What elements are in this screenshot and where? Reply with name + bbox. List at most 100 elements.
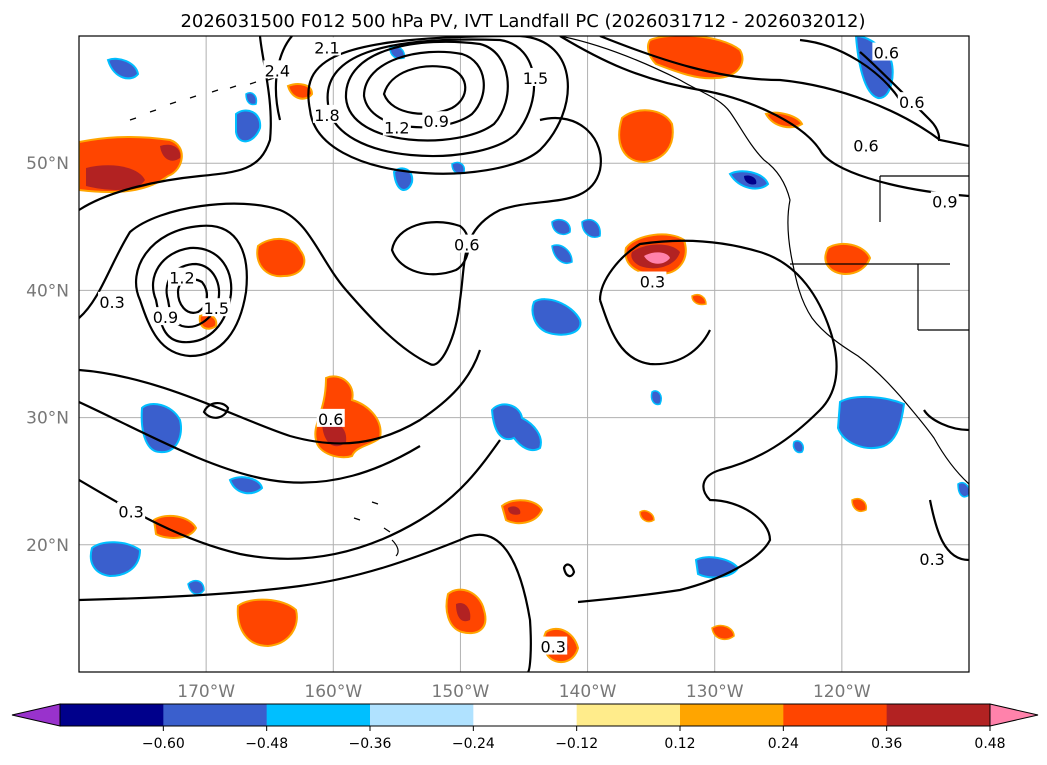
pv-fill <box>531 298 582 336</box>
colorbar-tick-label: 0.48 <box>974 736 1005 752</box>
contour-label: 0.9 <box>424 112 449 131</box>
pv-fill <box>647 36 744 80</box>
colorbar: −0.60 −0.48 −0.36 −0.24 −0.12 0.12 0.24 0.36 0.4… <box>11 703 1039 752</box>
map-background <box>79 36 969 672</box>
contour-label: 2.1 <box>314 38 339 57</box>
contour-label-background <box>452 234 481 253</box>
contour-label-background <box>167 267 196 286</box>
colorbar-segment <box>370 704 474 726</box>
pv-fill <box>187 579 205 595</box>
contour-label: 0.6 <box>454 236 479 255</box>
longitude-tick-label: 120°W <box>813 682 871 702</box>
contour-label: 0.6 <box>874 44 899 63</box>
contour-label: 1.5 <box>523 69 548 88</box>
pv-fill <box>160 144 181 161</box>
contour-label: 1.8 <box>314 106 339 125</box>
pv-fill <box>644 252 670 264</box>
pv-fill <box>86 165 145 190</box>
contour-label-background <box>312 37 341 56</box>
longitude-tick-label: 150°W <box>432 682 490 702</box>
contour-label: 1.2 <box>169 269 194 288</box>
pv-fill <box>551 218 571 236</box>
latitude-tick-labels: 20°N 30°N 40°N 50°N <box>26 154 69 556</box>
pv-fill <box>744 175 757 185</box>
colorbar-segment <box>60 704 164 726</box>
colorbar-tick-label: 0.36 <box>871 736 902 752</box>
pv-fill <box>957 482 969 498</box>
colorbar-segment <box>680 704 784 726</box>
pv-fill <box>456 602 471 622</box>
colorbar-segment <box>473 704 578 726</box>
latitude-tick-label: 50°N <box>26 154 69 174</box>
pv-fill <box>581 218 601 238</box>
contour-label-background <box>930 191 959 210</box>
contour-label: 0.3 <box>118 503 143 522</box>
colorbar-tick-label: 0.24 <box>768 736 799 752</box>
contour-label-background <box>422 111 451 130</box>
pv-fill <box>140 403 182 454</box>
contour-label-background <box>638 271 667 290</box>
contour-label-background <box>263 60 292 79</box>
pv-fill <box>851 498 868 512</box>
pv-fill <box>711 624 735 641</box>
pv-fill <box>286 83 314 100</box>
pv-fill <box>106 57 140 80</box>
contour-label-background <box>316 408 345 427</box>
pv-fill <box>836 395 906 449</box>
colorbar-min-extend <box>11 703 61 727</box>
contour-label-background <box>539 636 568 655</box>
pv-fill <box>691 293 707 306</box>
contour-label-background <box>382 117 411 136</box>
latitude-tick-label: 30°N <box>26 409 69 429</box>
pv-fill <box>792 440 805 454</box>
contour-label-background <box>312 104 341 123</box>
contour-label: 0.6 <box>899 93 924 112</box>
pv-fill <box>235 109 262 143</box>
pv-fill <box>639 509 655 523</box>
longitude-tick-label: 170°W <box>177 682 235 702</box>
pv-anomaly-fills <box>79 36 969 664</box>
latitude-tick-label: 20°N <box>26 536 69 556</box>
contour-label-background <box>98 291 127 310</box>
contour-label-background <box>918 548 947 567</box>
contour-label: 0.9 <box>153 308 178 327</box>
map-frame <box>78 35 970 673</box>
contour-label-background <box>117 501 146 520</box>
contour-label-background <box>151 307 180 326</box>
graticule <box>79 36 969 672</box>
pv-fill <box>618 109 674 164</box>
longitude-tick-label: 140°W <box>559 682 617 702</box>
pv-fill <box>500 499 544 525</box>
longitude-tick-label: 130°W <box>686 682 744 702</box>
pv-fill <box>236 598 298 648</box>
pv-fill <box>650 390 663 406</box>
colorbar-max-extend <box>989 703 1039 727</box>
colorbar-segment <box>576 704 681 726</box>
pv-fill <box>392 167 414 191</box>
contour-label-background <box>521 67 550 86</box>
contour-label: 0.9 <box>932 192 957 211</box>
longitude-tick-label: 160°W <box>304 682 362 702</box>
contour-label: 0.6 <box>853 136 878 155</box>
colorbar-segment <box>163 704 268 726</box>
contour-label: 2.4 <box>265 61 290 80</box>
contour-labels: 2.1 2.4 1.5 0.6 0.6 0.6 1.8 1.2 0.9 0.9 0.6 1.2 1.5 0… <box>98 37 959 657</box>
pv-fill <box>824 242 872 275</box>
pv-fill <box>256 238 306 278</box>
colorbar-tick-label: −0.60 <box>142 736 185 752</box>
contour-label-background <box>897 92 926 111</box>
colorbar-tick-label: −0.48 <box>245 736 288 752</box>
colorbar-segment <box>266 704 371 726</box>
pv-fill <box>89 541 142 578</box>
pv-fill <box>245 92 258 106</box>
longitude-tick-labels: 170°W 160°W 150°W 140°W 130°W 120°W <box>177 682 871 702</box>
pv-fill <box>152 514 198 539</box>
pv-fill <box>228 476 264 495</box>
contour-label-background <box>872 42 901 61</box>
map-title: 2026031500 F012 500 hPa PV, IVT Landfall… <box>180 11 865 32</box>
pv-contours <box>79 36 969 672</box>
colorbar-tick-label: −0.12 <box>555 736 598 752</box>
colorbar-tick-label: −0.36 <box>349 736 392 752</box>
contour-label: 0.3 <box>919 550 944 569</box>
